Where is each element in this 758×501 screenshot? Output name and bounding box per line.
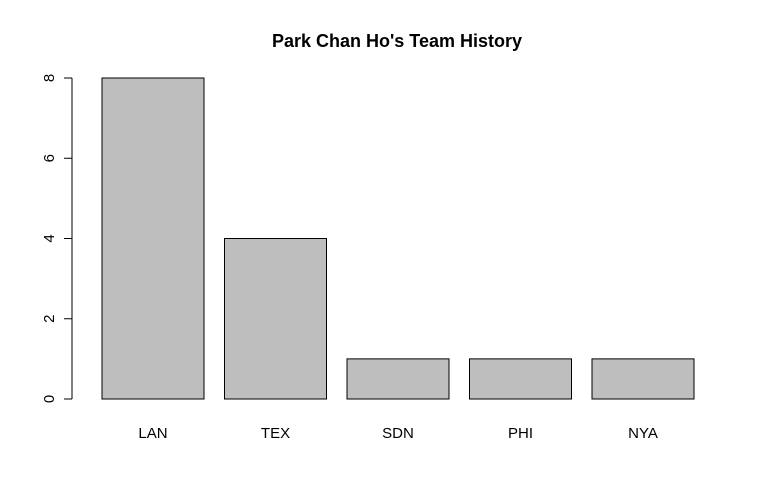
y-tick-label: 6: [41, 154, 58, 162]
x-tick-label-phi: PHI: [508, 425, 533, 442]
y-tick-label: 4: [41, 234, 58, 242]
x-tick-label-nya: NYA: [628, 425, 658, 442]
y-tick-label: 8: [41, 74, 58, 82]
y-tick-label: 0: [41, 395, 58, 403]
chart-title: Park Chan Ho's Team History: [272, 31, 522, 51]
bar-sdn: [346, 358, 450, 400]
x-axis-labels: LAN TEX SDN PHI NYA: [138, 425, 657, 442]
x-tick-label-lan: LAN: [138, 425, 167, 442]
y-tick-label: 2: [41, 315, 58, 323]
bar-tex: [224, 238, 327, 400]
bar-lan: [101, 77, 205, 400]
x-tick-label-sdn: SDN: [382, 425, 414, 442]
bar-phi: [469, 358, 572, 400]
bar-nya: [591, 358, 695, 400]
bars-group: [101, 77, 695, 400]
y-axis: 0 2 4 6 8: [41, 74, 73, 403]
x-tick-label-tex: TEX: [261, 425, 290, 442]
